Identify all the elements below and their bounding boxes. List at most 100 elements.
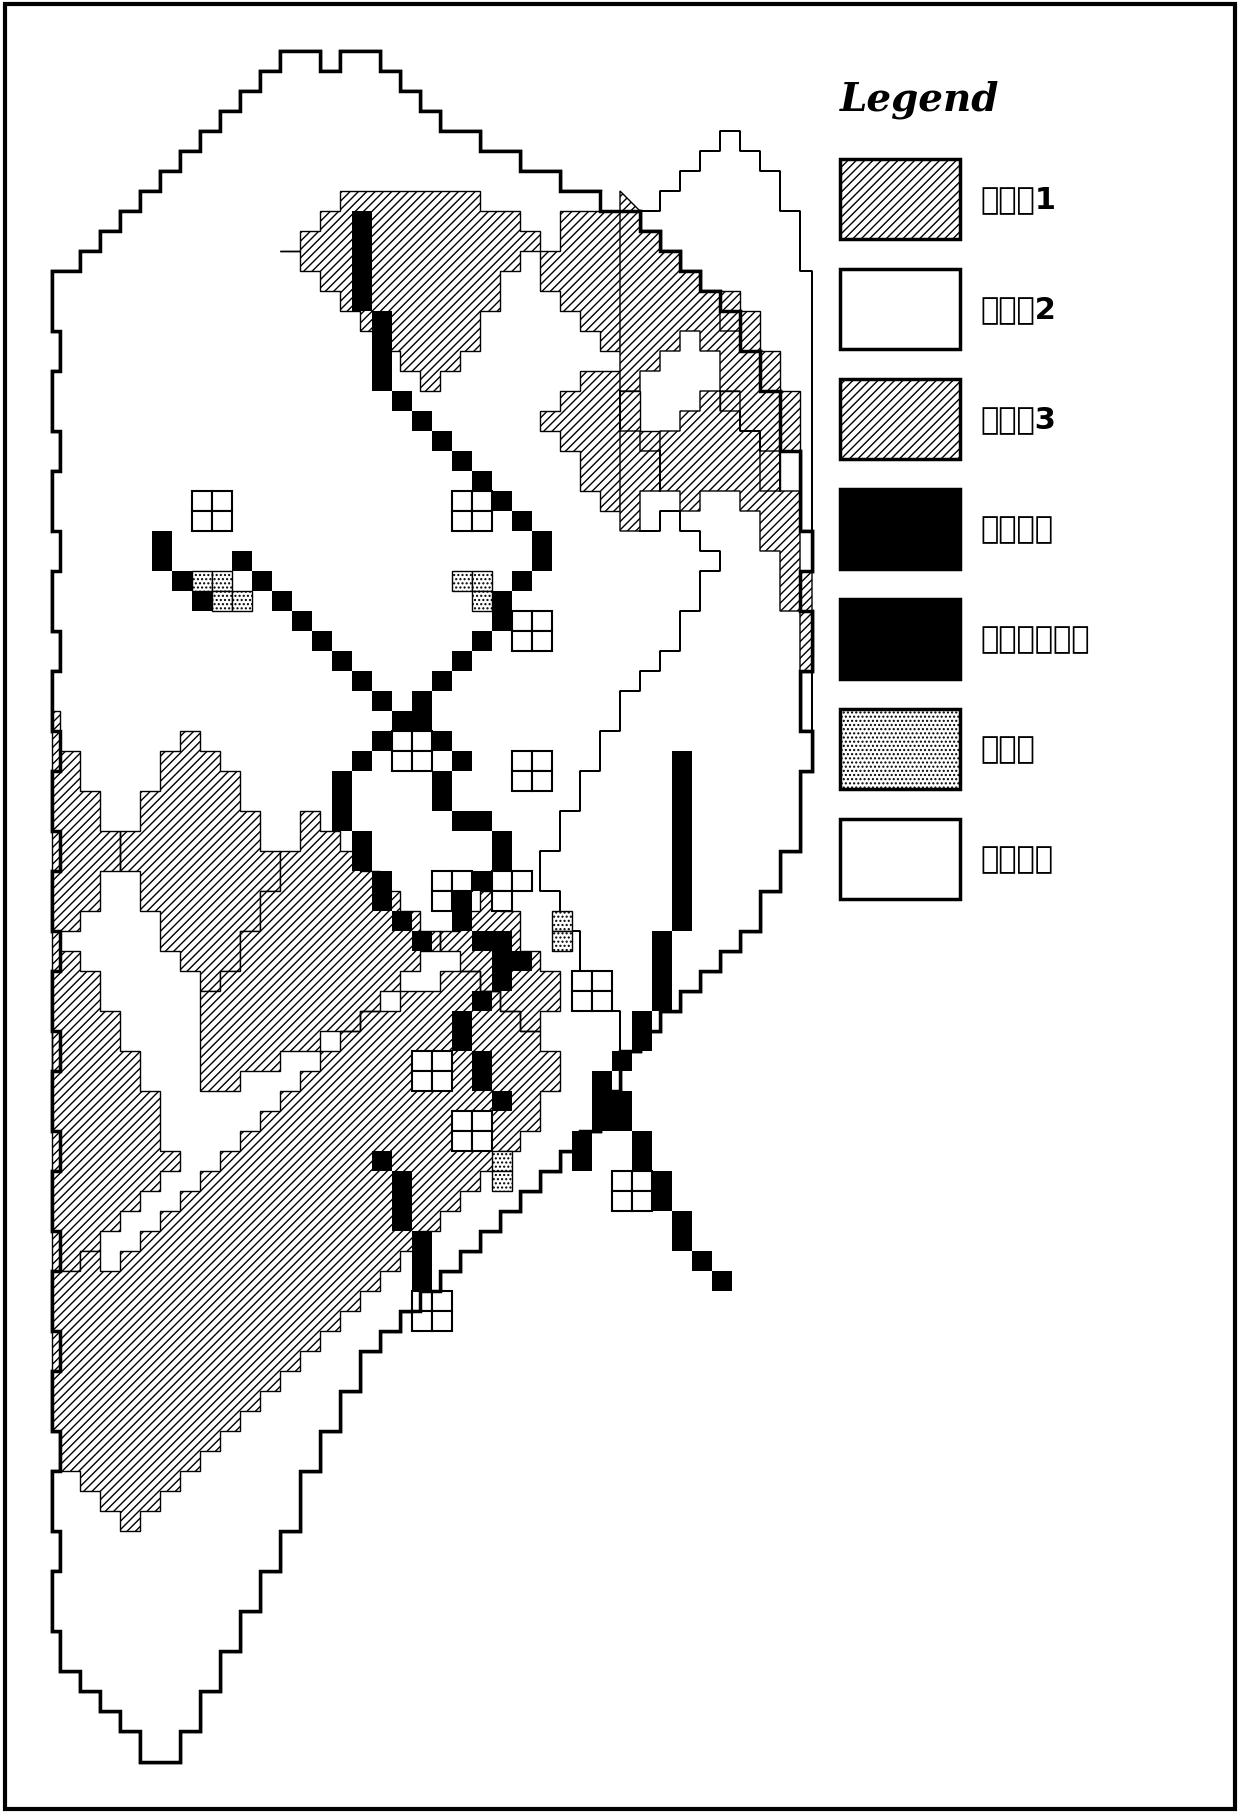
Bar: [692, 1252, 712, 1272]
Bar: [492, 492, 512, 512]
Bar: [372, 1152, 392, 1172]
Text: 坡面栅格: 坡面栅格: [980, 845, 1053, 874]
Bar: [492, 871, 512, 891]
Bar: [412, 1272, 432, 1292]
Bar: [412, 731, 432, 751]
Polygon shape: [52, 931, 560, 1531]
Polygon shape: [52, 931, 180, 1272]
Text: Legend: Legend: [839, 80, 999, 118]
Bar: [372, 352, 392, 372]
Bar: [392, 392, 412, 412]
Bar: [453, 891, 472, 911]
Bar: [672, 1212, 692, 1232]
Bar: [472, 1132, 492, 1152]
Bar: [453, 1132, 472, 1152]
Bar: [839, 270, 960, 350]
Text: 等高偈3: 等高偈3: [980, 405, 1056, 434]
Bar: [212, 492, 232, 512]
Bar: [572, 1132, 591, 1152]
Bar: [472, 1052, 492, 1072]
Bar: [372, 871, 392, 891]
Bar: [632, 1032, 652, 1052]
Polygon shape: [539, 212, 660, 352]
Bar: [632, 1012, 652, 1032]
Bar: [453, 571, 472, 591]
Bar: [591, 1072, 613, 1092]
Bar: [492, 972, 512, 992]
Bar: [512, 751, 532, 771]
Bar: [352, 292, 372, 312]
Bar: [839, 820, 960, 900]
Bar: [672, 911, 692, 931]
Polygon shape: [280, 172, 539, 392]
Bar: [512, 571, 532, 591]
Bar: [412, 711, 432, 731]
Bar: [512, 771, 532, 791]
Bar: [192, 591, 212, 611]
Bar: [432, 1072, 453, 1092]
Bar: [312, 631, 332, 651]
Polygon shape: [280, 192, 539, 392]
Bar: [252, 571, 272, 591]
Bar: [332, 651, 352, 671]
Bar: [432, 791, 453, 811]
Bar: [412, 931, 432, 952]
Bar: [432, 432, 453, 452]
Polygon shape: [52, 532, 81, 631]
Bar: [412, 1072, 432, 1092]
Bar: [372, 891, 392, 911]
Bar: [412, 751, 432, 771]
Bar: [532, 771, 552, 791]
Polygon shape: [52, 512, 379, 992]
Bar: [532, 532, 552, 551]
Bar: [352, 751, 372, 771]
Bar: [552, 911, 572, 931]
Text: 备选沟道栅格: 备选沟道栅格: [980, 626, 1090, 655]
Bar: [352, 831, 372, 851]
Bar: [532, 551, 552, 571]
Polygon shape: [539, 192, 660, 352]
Bar: [392, 731, 412, 751]
Bar: [332, 811, 352, 831]
Bar: [352, 252, 372, 272]
Polygon shape: [539, 372, 660, 512]
Bar: [232, 591, 252, 611]
Bar: [672, 751, 692, 771]
Bar: [492, 952, 512, 972]
Bar: [472, 472, 492, 492]
Bar: [472, 492, 492, 512]
Bar: [712, 1272, 732, 1292]
Bar: [512, 952, 532, 972]
Bar: [392, 911, 412, 931]
Bar: [632, 1152, 652, 1172]
Bar: [432, 1052, 453, 1072]
Bar: [272, 591, 291, 611]
Bar: [472, 1112, 492, 1132]
Bar: [432, 1312, 453, 1331]
Bar: [672, 831, 692, 851]
Bar: [532, 631, 552, 651]
Bar: [572, 992, 591, 1012]
Bar: [839, 379, 960, 459]
Text: 淤地崝: 淤地崝: [980, 735, 1034, 764]
Bar: [552, 931, 572, 952]
Bar: [512, 512, 532, 532]
Bar: [352, 232, 372, 252]
Bar: [632, 1132, 652, 1152]
Polygon shape: [52, 811, 560, 1531]
Bar: [153, 551, 172, 571]
Bar: [412, 1232, 432, 1252]
Bar: [472, 931, 492, 952]
Bar: [613, 1052, 632, 1072]
Bar: [372, 731, 392, 751]
Bar: [591, 1092, 613, 1112]
Bar: [672, 811, 692, 831]
Bar: [212, 591, 232, 611]
Bar: [153, 532, 172, 551]
Bar: [192, 512, 212, 532]
Bar: [392, 1192, 412, 1212]
Bar: [453, 452, 472, 472]
Polygon shape: [100, 472, 140, 551]
Bar: [591, 972, 613, 992]
Bar: [652, 992, 672, 1012]
